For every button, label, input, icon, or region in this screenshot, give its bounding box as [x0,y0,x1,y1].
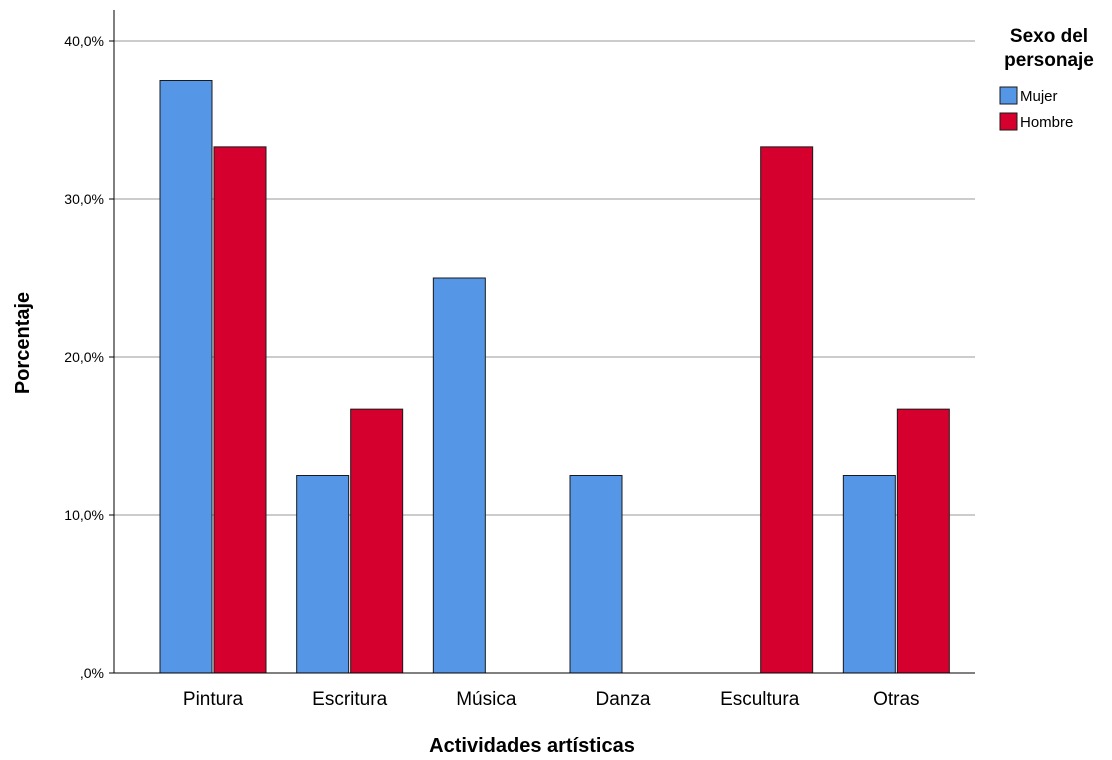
bar-hombre-1 [350,408,404,674]
legend-swatch-hombre [999,112,1018,131]
x-tick-label: Danza [596,689,651,710]
bar-hombre-0 [213,146,267,674]
y-tick-label: 10,0% [64,507,104,523]
bars [159,80,950,674]
x-tick-label: Pintura [183,689,244,710]
legend: Sexo del personaje Mujer Hombre [999,26,1094,131]
x-axis-title: Actividades artísticas [429,735,635,757]
legend-label-hombre: Hombre [1020,114,1073,131]
x-tick-label: Música [456,689,517,710]
x-category-labels: Pintura Escritura Música Danza Escultura Otra… [183,689,920,710]
bar-mujer-2 [432,277,486,674]
legend-title-line-1: Sexo del [1010,26,1088,47]
legend-items: Mujer Hombre [999,86,1073,131]
bar-mujer-1 [296,475,350,674]
y-tick-label: 30,0% [64,191,104,207]
y-tick-label: 20,0% [64,349,104,365]
bar-mujer-0 [159,80,213,674]
y-tick-label: ,0% [80,665,104,681]
bar-hombre-4 [760,146,814,674]
legend-swatch-mujer [999,86,1018,105]
bar-mujer-3 [569,475,623,674]
x-tick-label: Otras [873,689,919,710]
bar-hombre-5 [896,408,950,674]
axes [113,10,975,674]
y-axis-title: Porcentaje [12,292,34,394]
bar-mujer-5 [842,475,896,674]
legend-label-mujer: Mujer [1020,88,1058,105]
x-tick-label: Escritura [312,689,387,710]
x-tick-label: Escultura [720,689,800,710]
y-ticks: ,0% 10,0% 20,0% 30,0% 40,0% [64,33,114,681]
legend-title-line-2: personaje [1004,50,1094,71]
y-tick-label: 40,0% [64,33,104,49]
